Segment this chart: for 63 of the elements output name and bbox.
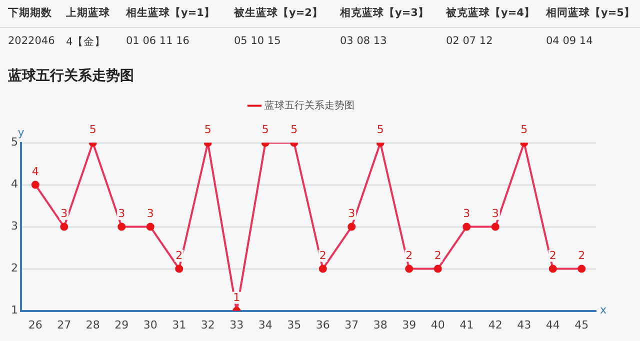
x-tick-label: 38: [373, 318, 388, 332]
text: 被生蓝球【y=2】: [234, 6, 323, 20]
x-tick-label: 34: [258, 318, 272, 332]
text: 2022046: [8, 35, 55, 47]
data-label: 1: [233, 291, 240, 304]
data-label: 2: [549, 249, 556, 262]
x-tick-label: 42: [488, 318, 502, 332]
text: 01 06 11 16: [126, 35, 190, 47]
text: 4【金】: [66, 35, 106, 49]
y-tick-label: 4: [11, 178, 18, 191]
data-label: 3: [348, 207, 356, 220]
x-tick-label: 37: [344, 318, 359, 332]
y-tick-label: 1: [11, 304, 18, 317]
data-label: 2: [176, 249, 183, 262]
text: 上期蓝球: [66, 6, 110, 20]
data-label: 5: [89, 123, 96, 136]
x-tick-label: 43: [517, 318, 532, 332]
data-label: 2: [578, 249, 586, 262]
text: 05 10 15: [234, 35, 281, 47]
data-label: 3: [463, 207, 470, 220]
data-label: 2: [319, 249, 326, 262]
data-label: 3: [118, 207, 126, 220]
x-tick-label: 36: [316, 318, 330, 332]
y-tick-label: 5: [11, 136, 18, 149]
text: 被克蓝球【y=4】: [446, 6, 535, 20]
x-tick-label: 30: [143, 318, 158, 332]
x-tick-label: 31: [172, 318, 186, 332]
data-label: 5: [204, 123, 212, 136]
text: 相克蓝球【y=3】: [340, 6, 429, 20]
data-label: 3: [60, 207, 68, 220]
chart-title: 蓝球五行关系走势图: [7, 67, 134, 84]
data-label: 2: [406, 249, 413, 262]
legend-label: 蓝球五行关系走势图: [264, 99, 354, 112]
data-label: 5: [520, 123, 528, 136]
x-tick-label: 45: [574, 318, 589, 332]
x-tick-label: 41: [460, 318, 474, 332]
data-label: 4: [32, 165, 39, 178]
y-tick-label: 2: [11, 262, 18, 275]
data-label: 3: [492, 207, 499, 220]
x-tick-label: 39: [402, 318, 416, 332]
x-tick-label: 35: [287, 318, 302, 332]
text: 相生蓝球【y=1】: [126, 6, 215, 20]
x-tick-label: 26: [28, 318, 42, 332]
text: 03 08 13: [340, 35, 387, 47]
y-axis-title: y: [18, 126, 25, 140]
x-tick-label: 44: [546, 318, 560, 332]
text: 相同蓝球【y=5】: [546, 6, 635, 20]
x-tick-label: 33: [230, 318, 244, 332]
data-label: 3: [146, 207, 154, 220]
y-tick-label: 3: [11, 220, 18, 233]
x-tick-label: 27: [57, 318, 72, 332]
data-label: 5: [262, 123, 269, 136]
data-label: 2: [434, 249, 442, 262]
x-tick-label: 32: [200, 318, 215, 332]
data-label: 5: [376, 123, 384, 136]
text: 02 07 12: [446, 35, 493, 47]
x-tick-label: 28: [86, 318, 100, 332]
x-tick-label: 29: [114, 318, 129, 332]
text: 04 09 14: [546, 35, 593, 47]
text: 下期期数: [8, 6, 52, 20]
x-tick-label: 40: [430, 318, 445, 332]
x-axis-title: x: [600, 304, 607, 317]
data-label: 5: [290, 123, 298, 136]
